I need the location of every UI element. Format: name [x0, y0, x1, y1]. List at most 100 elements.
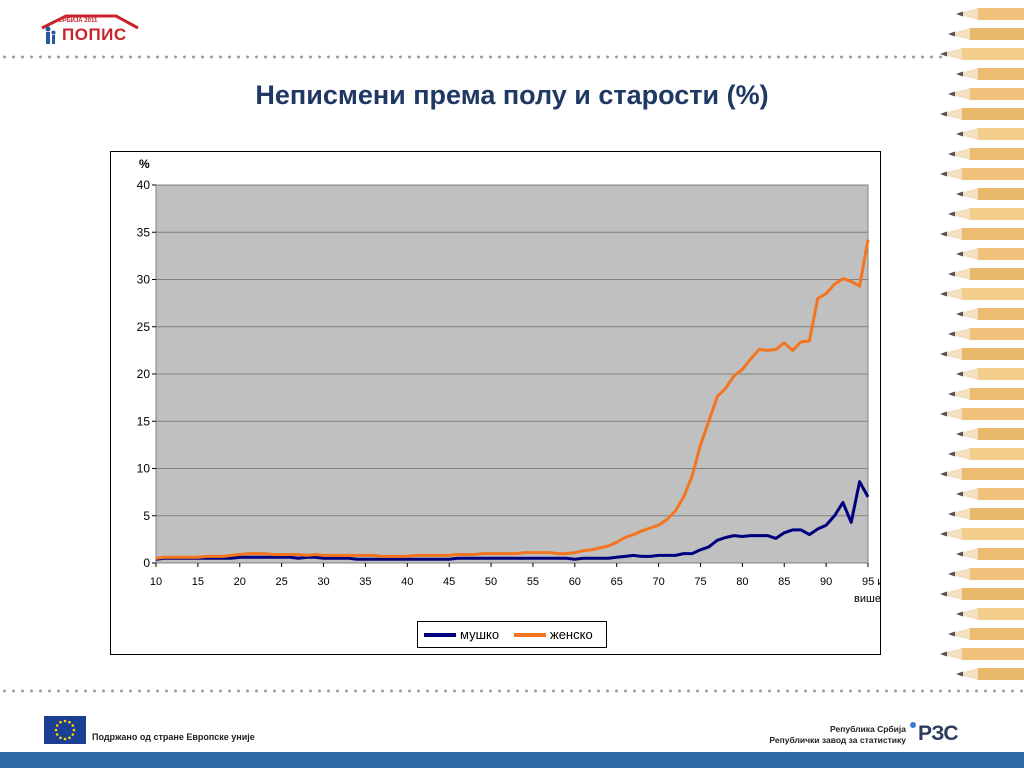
- pencil-body: [970, 508, 1024, 520]
- pencil-body: [978, 548, 1024, 560]
- chart-legend: мушко женско: [417, 621, 607, 648]
- x-tick-label: 60: [569, 576, 581, 588]
- pencil-lead: [948, 31, 955, 37]
- y-axis-label: %: [139, 157, 150, 171]
- line-chart: 0 5 10 15 20 25 30 35 40 10 15 20 25 30 35 40 45 50 55 60 6…: [137, 157, 880, 605]
- flag-star: [59, 720, 62, 724]
- pencil: [956, 548, 1024, 560]
- x-tick-label: 50: [485, 576, 497, 588]
- pencil-tip: [948, 268, 970, 280]
- pencil-tip: [956, 608, 978, 620]
- pencil-tip: [948, 388, 970, 400]
- flag-star: [55, 733, 59, 736]
- pencil-tip: [948, 28, 970, 40]
- pencil-lead: [956, 251, 963, 257]
- pencil-lead: [940, 231, 947, 237]
- pencil: [948, 448, 1024, 460]
- pencil: [956, 128, 1024, 140]
- flag-star: [71, 724, 75, 727]
- pencil-body: [978, 308, 1024, 320]
- pencil: [940, 168, 1024, 180]
- pencil-body: [970, 328, 1024, 340]
- pencil: [940, 228, 1024, 240]
- pencil-tip: [940, 528, 962, 540]
- pencil: [940, 408, 1024, 420]
- pencil-lead: [956, 131, 963, 137]
- census-logo: [41, 14, 139, 44]
- pencil-lead: [948, 631, 955, 637]
- pencil-lead: [956, 11, 963, 17]
- pencil: [956, 308, 1024, 320]
- series-layer: [155, 239, 870, 561]
- pencil: [956, 608, 1024, 620]
- x-tick-label: 65: [611, 576, 623, 588]
- pencil-body: [962, 648, 1024, 660]
- pencil-tip: [940, 228, 962, 240]
- pencil-tip: [956, 248, 978, 260]
- y-tick-label: 0: [143, 556, 150, 570]
- pencil-body: [962, 588, 1024, 600]
- pencil-tip: [956, 368, 978, 380]
- pencil-lead: [940, 171, 947, 177]
- pencil-lead: [940, 531, 947, 537]
- rzs-logo-dot-icon: [910, 722, 916, 728]
- pencil-tip: [956, 188, 978, 200]
- pencil-body: [970, 568, 1024, 580]
- eu-flag-icon: [44, 716, 86, 744]
- pencil-lead: [948, 571, 955, 577]
- pencil-lead: [948, 391, 955, 397]
- pencil: [940, 468, 1024, 480]
- pencil: [956, 668, 1024, 680]
- pencil-tip: [940, 108, 962, 120]
- pencil-tip: [948, 628, 970, 640]
- pencil-lead: [940, 351, 947, 357]
- x-tick-label: 20: [234, 576, 246, 588]
- x-tick-label: 10: [150, 576, 162, 588]
- pencil-tip: [940, 468, 962, 480]
- pencil-body: [962, 528, 1024, 540]
- legend-swatch-male: [424, 632, 456, 637]
- pencil-tip: [956, 68, 978, 80]
- pencil-lead: [956, 191, 963, 197]
- pencil-body: [970, 148, 1024, 160]
- pencil-body: [970, 88, 1024, 100]
- x-tick-label: 30: [317, 576, 329, 588]
- pencil-lead: [940, 471, 947, 477]
- x-tick-label: 95 ивише: [854, 576, 880, 605]
- pencil-tip: [948, 508, 970, 520]
- pencil-lead: [956, 431, 963, 437]
- pencil-lead: [940, 51, 947, 57]
- pencil: [956, 428, 1024, 440]
- bottom-divider: [0, 689, 1024, 693]
- pencil-tip: [956, 668, 978, 680]
- logo-name: ПОПИС: [62, 25, 127, 44]
- legend-label-female: женско: [550, 627, 593, 642]
- pencil-tip: [940, 48, 962, 60]
- pencil-body: [962, 168, 1024, 180]
- pencil-lead: [940, 411, 947, 417]
- pencil-tip: [948, 208, 970, 220]
- pencil-body: [978, 488, 1024, 500]
- legend-item-male: мушко: [424, 627, 499, 642]
- pencil: [956, 68, 1024, 80]
- pencil-lead: [956, 311, 963, 317]
- pencil-body: [978, 428, 1024, 440]
- pencil-lead: [956, 371, 963, 377]
- legend-label-male: мушко: [460, 627, 500, 642]
- flag-star: [63, 737, 67, 741]
- x-tick-label: 40: [401, 576, 413, 588]
- pencil: [948, 208, 1024, 220]
- y-tick-label: 30: [137, 273, 151, 287]
- flag-star: [71, 733, 75, 736]
- series-line-male: [155, 480, 870, 561]
- y-tick-label: 20: [137, 367, 151, 381]
- pencil-body: [978, 368, 1024, 380]
- pencil-body: [978, 248, 1024, 260]
- pencil: [940, 108, 1024, 120]
- pencil-tip: [940, 168, 962, 180]
- pencil: [956, 248, 1024, 260]
- pencil-body: [978, 188, 1024, 200]
- y-axis-ticks: 0 5 10 15 20 25 30 35 40: [137, 178, 156, 570]
- pencil-body: [962, 468, 1024, 480]
- pencil-tip: [940, 348, 962, 360]
